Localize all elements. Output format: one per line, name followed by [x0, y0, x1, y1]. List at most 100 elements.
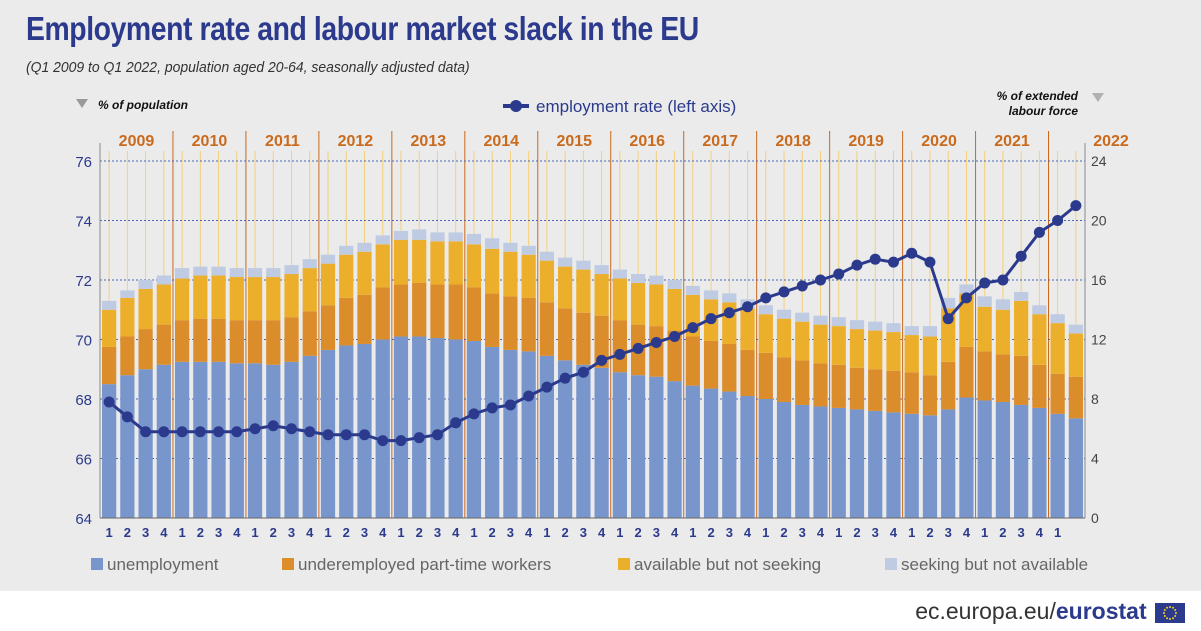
bar-segment-unemployment	[703, 388, 719, 518]
bar-segment-unemployment	[138, 369, 153, 518]
legend-swatch-unemployment	[91, 558, 103, 570]
bar-segment-underemployed	[302, 311, 317, 356]
bar-segment-available	[521, 254, 536, 298]
bar-segment-unemployment	[849, 409, 865, 518]
bar-segment-unemployment	[1032, 407, 1047, 518]
bar-segment-available	[485, 248, 500, 294]
employment-rate-point	[468, 408, 480, 420]
bar-segment-underemployed	[576, 312, 591, 365]
bar-segment-seeking	[558, 257, 573, 267]
bar-segment-unemployment	[193, 361, 208, 518]
bar-segment-available	[102, 309, 117, 347]
bar-segment-unemployment	[776, 401, 792, 518]
bar-segment-seeking	[922, 326, 938, 337]
quarter-tick-label: 1	[397, 525, 404, 540]
flag-star	[1166, 606, 1168, 609]
flag-star	[1163, 615, 1166, 617]
quarter-tick-label: 4	[452, 525, 460, 540]
quarter-tick-label: 2	[780, 525, 787, 540]
legend-swatch-seeking	[885, 558, 897, 570]
quarter-tick-label: 2	[124, 525, 131, 540]
quarter-tick-label: 4	[963, 525, 971, 540]
bar-segment-unemployment	[211, 361, 226, 518]
bar-segment-seeking	[649, 275, 664, 285]
bar-segment-seeking	[320, 254, 336, 264]
right-tick-label: 8	[1091, 391, 1099, 407]
bar-segment-seeking	[904, 326, 919, 336]
bar-segment-underemployed	[138, 329, 153, 370]
bar-segment-underemployed	[120, 336, 135, 376]
employment-rate-point	[906, 247, 918, 259]
left-tick-label: 68	[75, 392, 92, 409]
employment-rate-point	[815, 274, 827, 286]
bar-segment-available	[503, 251, 518, 297]
bar-segment-seeking	[667, 280, 682, 289]
flag-star	[1174, 615, 1177, 617]
flag-star	[1172, 617, 1174, 620]
bar-segment-seeking	[685, 285, 700, 295]
bar-segment-available	[1068, 333, 1083, 377]
bar-segment-available	[904, 335, 919, 373]
employment-rate-point	[942, 313, 954, 325]
bar-segment-available	[211, 275, 226, 319]
quarter-tick-label: 4	[598, 525, 606, 540]
employment-rate-point	[1015, 250, 1027, 262]
bar-segment-unemployment	[959, 397, 974, 518]
flag-star	[1166, 617, 1168, 620]
quarter-tick-label: 3	[945, 525, 952, 540]
flag-star	[1163, 612, 1165, 614]
bar-segment-underemployed	[1014, 355, 1029, 405]
bar-segment-underemployed	[941, 361, 956, 410]
bar-segment-underemployed	[521, 297, 536, 352]
bar-segment-available	[576, 269, 591, 313]
bar-segment-seeking	[959, 284, 974, 294]
employment-rate-line	[103, 200, 1082, 447]
bar-segment-unemployment	[521, 351, 536, 518]
bar-segment-available	[922, 336, 938, 376]
bar-segment-unemployment	[485, 346, 500, 518]
flag-star	[1172, 606, 1174, 609]
bar-segment-seeking	[776, 309, 792, 319]
employment-rate-point	[140, 426, 152, 438]
bar-segment-unemployment	[685, 385, 700, 518]
quarter-tick-label: 4	[744, 525, 752, 540]
left-axis-unit-marker-icon	[76, 99, 88, 108]
right-axis-unit-marker-icon	[1092, 93, 1104, 102]
bar-segment-seeking	[1050, 314, 1065, 324]
year-label: 2019	[848, 133, 884, 150]
bar-segment-seeking	[302, 259, 317, 269]
left-axis-unit: % of population	[98, 98, 188, 112]
bar-segment-available	[430, 241, 445, 285]
bar-segment-seeking	[722, 293, 737, 303]
bar-segment-underemployed	[849, 367, 865, 410]
bar-segment-underemployed	[904, 372, 919, 414]
bar-segment-available	[667, 288, 682, 331]
employment-rate-point	[1070, 200, 1082, 212]
bar-segment-underemployed	[102, 346, 117, 385]
bar-segment-underemployed	[1032, 364, 1047, 408]
bar-segment-unemployment	[995, 401, 1011, 518]
bar-segment-available	[375, 244, 390, 288]
quarter-tick-label: 1	[178, 525, 185, 540]
quarter-tick-label: 2	[270, 525, 277, 540]
left-tick-label: 72	[75, 273, 92, 290]
employment-rate-point	[176, 426, 188, 438]
bar-segment-unemployment	[904, 413, 919, 518]
legend-label-unemployment: unemployment	[107, 555, 219, 574]
employment-rate-point	[997, 274, 1009, 286]
bar-segment-available	[339, 254, 354, 298]
bar-segment-available	[868, 330, 883, 370]
quarter-tick-label: 3	[434, 525, 441, 540]
bar-segment-seeking	[886, 323, 901, 333]
bar-segment-available	[612, 278, 627, 321]
bar-segment-unemployment	[868, 410, 883, 518]
employment-rate-point	[523, 390, 535, 402]
employment-rate-point	[231, 426, 243, 438]
employment-rate-point	[742, 301, 754, 313]
right-tick-label: 4	[1091, 451, 1099, 467]
legend-label-underemployed: underemployed part-time workers	[298, 555, 551, 574]
chart-title: Employment rate and labour market slack …	[26, 10, 699, 47]
year-label: 2013	[411, 133, 447, 150]
employment-rate-point	[286, 423, 298, 435]
bar-segment-available	[247, 277, 263, 321]
